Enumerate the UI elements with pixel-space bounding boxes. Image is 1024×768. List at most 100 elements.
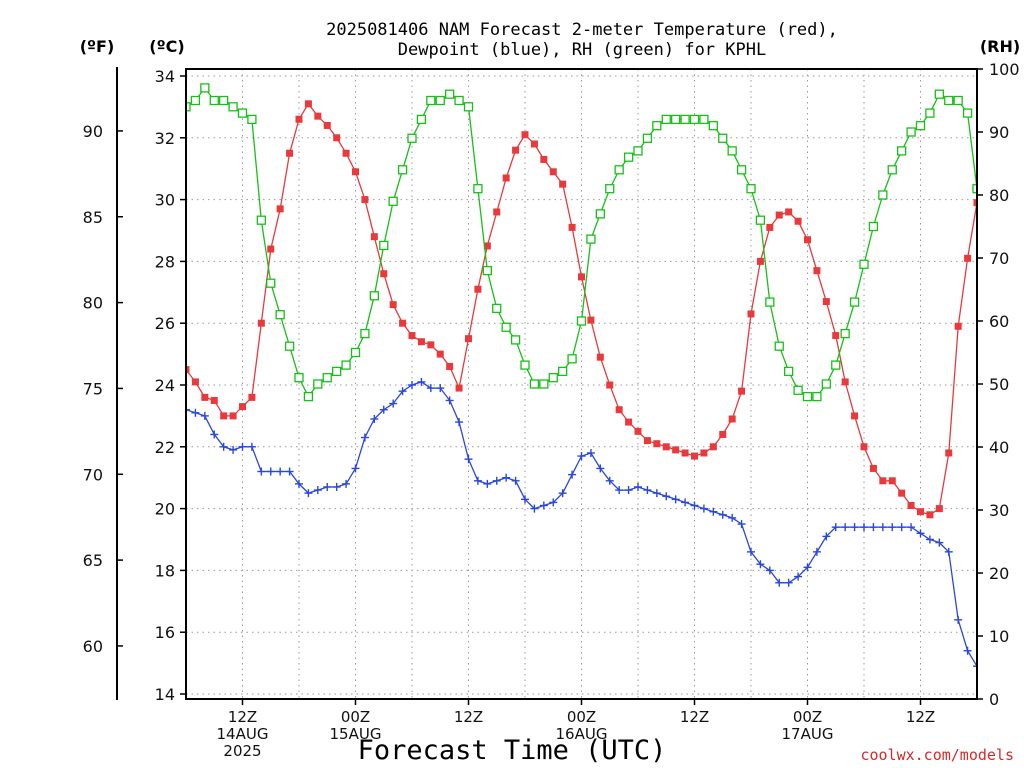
temperature-point	[286, 149, 294, 157]
rh-point	[718, 133, 728, 143]
dewpoint-point	[530, 504, 539, 513]
rh-point	[266, 278, 276, 288]
rh-point	[237, 108, 248, 118]
fahrenheit-tick-label: 85	[83, 208, 103, 227]
temperature-point	[804, 236, 811, 244]
rh-point	[727, 146, 737, 156]
temperature-point	[248, 393, 256, 401]
rh-point	[445, 89, 455, 99]
temperature-point	[474, 285, 482, 293]
rh-tick-label: 100	[989, 60, 1020, 79]
rh-point	[887, 165, 897, 175]
rh-point	[868, 221, 879, 232]
dewpoint-point	[944, 547, 953, 556]
dewpoint-point	[577, 452, 586, 461]
dewpoint-point	[634, 482, 642, 491]
dewpoint-point	[266, 467, 275, 476]
axes: 141618202224262830323412Z14AUG202500Z15A…	[83, 60, 1020, 760]
dewpoint-point	[332, 482, 341, 491]
rh-point	[831, 360, 841, 370]
rh-tick-label: 60	[989, 312, 1009, 331]
credit-link[interactable]: coolwx.com/models	[860, 746, 1014, 764]
rh-point	[915, 121, 926, 131]
dewpoint-point	[558, 489, 567, 498]
temperature-point	[728, 415, 736, 423]
rh-point	[623, 152, 634, 162]
dewpoint-point	[549, 498, 558, 507]
temperature-point	[832, 332, 840, 340]
dewpoint-point	[276, 467, 285, 476]
rh-tick-label: 0	[989, 690, 999, 709]
rh-point	[774, 341, 784, 351]
dewpoint-point	[511, 476, 520, 485]
celsius-unit-label: (ºC)	[149, 37, 184, 56]
dewpoint-point	[304, 489, 313, 498]
fahrenheit-tick-label: 80	[83, 294, 103, 313]
temperature-point	[295, 115, 303, 123]
temperature-series	[186, 100, 990, 519]
temperature-point	[672, 446, 680, 454]
dewpoint-point	[812, 547, 821, 556]
x-axis-label: Forecast Time (UTC)	[358, 735, 667, 766]
temperature-point	[201, 393, 209, 401]
fahrenheit-unit-label: (ºF)	[80, 37, 115, 56]
rh-point	[906, 127, 916, 137]
dewpoint-point	[850, 523, 859, 532]
rh-point	[247, 114, 257, 125]
dewpoint-point	[907, 523, 916, 532]
celsius-tick-label: 14	[155, 685, 175, 704]
rh-point	[322, 373, 332, 383]
temperature-point	[276, 205, 284, 213]
chart-title: 2025081406 NAM Forecast 2-meter Temperat…	[326, 20, 838, 40]
rh-point	[1011, 456, 1019, 464]
rh-point	[680, 114, 690, 125]
rh-tick-label: 10	[989, 627, 1009, 646]
temperature-point	[455, 384, 463, 392]
dewpoint-point	[379, 405, 388, 414]
temperature-point	[549, 168, 557, 176]
temperature-point	[399, 319, 407, 327]
dewpoint-point	[521, 495, 529, 504]
rh-unit-label: (RH)	[980, 37, 1020, 56]
dewpoint-point	[351, 464, 360, 473]
dewpoint-point	[455, 418, 464, 427]
rh-point	[256, 215, 266, 225]
celsius-tick-label: 30	[155, 191, 175, 210]
rh-point	[388, 196, 398, 206]
x-tick-label: 2025	[223, 742, 261, 760]
temperature-line	[186, 102, 977, 516]
rh-point	[736, 165, 747, 175]
dewpoint-point	[238, 442, 247, 451]
grid-lines	[186, 69, 977, 699]
temperature-point	[691, 452, 698, 460]
x-tick-label: 00Z	[567, 708, 596, 726]
dewpoint-point	[313, 486, 322, 495]
rh-point	[294, 373, 304, 383]
temperature-point	[512, 146, 520, 154]
temperature-point	[436, 350, 444, 358]
temperature-point	[530, 140, 538, 148]
rh-point	[454, 95, 464, 106]
celsius-tick-label: 32	[155, 129, 175, 148]
dewpoint-point	[539, 501, 548, 510]
rh-point	[369, 291, 379, 301]
temperature-point	[662, 443, 670, 451]
fahrenheit-tick-label: 90	[83, 122, 103, 141]
rh-point	[840, 328, 850, 339]
rh-point	[539, 379, 549, 389]
rh-point	[614, 165, 624, 175]
temperature-point	[559, 180, 567, 188]
dewpoint-point	[247, 442, 256, 451]
fahrenheit-tick-label: 60	[83, 637, 103, 656]
dewpoint-line	[186, 381, 977, 668]
rh-point	[925, 108, 935, 118]
rh-point	[982, 336, 990, 344]
temperature-point	[370, 233, 378, 241]
temperature-point	[888, 477, 896, 485]
fahrenheit-tick-label: 70	[83, 465, 103, 484]
temperature-point	[983, 168, 990, 175]
dewpoint-point	[681, 498, 690, 507]
dewpoint-point	[718, 510, 727, 519]
temperature-point	[719, 430, 727, 438]
rh-point	[501, 322, 511, 332]
